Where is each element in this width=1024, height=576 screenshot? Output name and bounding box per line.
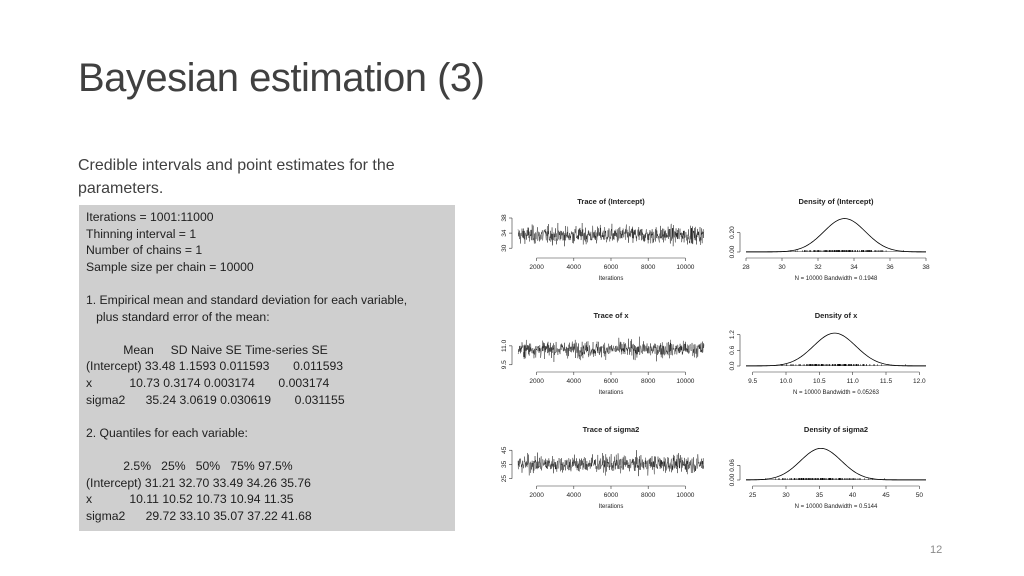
density-curve: [745, 447, 926, 481]
y-tick-label: 0.00: [729, 473, 736, 486]
mcmc-plots: Trace of (Intercept) 2000 4000 6000 8000 1000…: [488, 190, 958, 530]
x-tick-label: 8000: [641, 264, 656, 271]
x-tick-label: 10000: [676, 492, 694, 499]
y-tick-label: 45: [501, 446, 508, 454]
x-axis-label: N = 10000 Bandwidth = 0.5144: [795, 504, 878, 510]
x-tick-label: 8000: [641, 492, 656, 499]
density-curve: [746, 218, 926, 253]
y-tick-label: 0.6: [729, 345, 736, 354]
x-tick-label: 28: [742, 264, 750, 271]
plot-1: Density of (Intercept) 28 30 32 34 36 38 0.00 0.…: [729, 197, 930, 282]
trace-series-line: [517, 222, 705, 247]
y-tick-label: 1.2: [729, 330, 736, 339]
x-axis-label: Iterations: [599, 504, 624, 510]
x-tick-label: 11.5: [880, 378, 893, 385]
y-tick-label: 11.0: [501, 339, 508, 352]
slide-title: Bayesian estimation (3): [78, 56, 485, 100]
output-line: [86, 441, 455, 458]
x-tick-label: 25: [749, 492, 757, 499]
output-line: [86, 275, 455, 292]
output-line: x 10.11 10.52 10.73 10.94 11.35: [86, 492, 294, 507]
output-line: Thinning interval = 1: [86, 226, 197, 241]
plot-title: Trace of sigma2: [583, 425, 640, 434]
y-tick-label: 30: [501, 244, 508, 252]
x-tick-label: 32: [814, 264, 822, 271]
x-tick-label: 40: [849, 492, 857, 499]
output-line: sigma2 35.24 3.0619 0.030619 0.031155: [86, 392, 345, 407]
density-curve: [746, 332, 926, 367]
x-tick-label: 34: [850, 264, 858, 271]
plot-title: Trace of x: [593, 311, 629, 320]
x-axis-label: N = 10000 Bandwidth = 0.1948: [795, 276, 878, 282]
trace-density-plots: Trace of (Intercept) 2000 4000 6000 8000 1000…: [501, 197, 930, 510]
x-tick-label: 10.0: [780, 378, 793, 385]
y-tick-label: 34: [501, 229, 508, 237]
x-tick-label: 9.5: [748, 378, 757, 385]
x-tick-label: 12.0: [913, 378, 926, 385]
plot-title: Trace of (Intercept): [577, 197, 645, 206]
x-axis-label: Iterations: [599, 390, 624, 396]
x-tick-label: 38: [922, 264, 930, 271]
trace-series-line: [517, 450, 705, 477]
x-tick-label: 6000: [604, 492, 619, 499]
output-line: Iterations = 1001:11000: [86, 210, 214, 224]
y-tick-label: 0.0: [729, 361, 736, 370]
output-line: (Intercept) 33.48 1.1593 0.011593 0.0115…: [86, 359, 344, 374]
plot-0: Trace of (Intercept) 2000 4000 6000 8000 1000…: [501, 197, 705, 282]
x-tick-label: 10000: [676, 264, 694, 271]
x-tick-label: 6000: [604, 378, 619, 385]
density-rug: [765, 478, 885, 480]
output-line: [86, 408, 455, 425]
x-tick-label: 11.0: [847, 378, 860, 385]
x-tick-label: 4000: [567, 378, 582, 385]
output-line: [86, 325, 455, 342]
output-line: x 10.73 0.3174 0.003174 0.003174: [86, 375, 330, 390]
x-tick-label: 45: [882, 492, 890, 499]
y-tick-label: 38: [501, 214, 508, 222]
page-number: 12: [930, 544, 943, 556]
x-tick-label: 4000: [567, 492, 582, 499]
x-tick-label: 4000: [567, 264, 582, 271]
x-tick-label: 6000: [604, 264, 619, 271]
trace-series-line: [517, 336, 705, 362]
x-tick-label: 2000: [529, 492, 544, 499]
slide-subtitle: Credible intervals and point estimates f…: [78, 157, 395, 197]
y-tick-label: 0.20: [729, 226, 736, 239]
y-tick-label: 0.06: [729, 459, 736, 472]
x-axis-label: Iterations: [599, 276, 624, 282]
output-line: plus standard error of the mean:: [86, 309, 270, 324]
plot-title: Density of sigma2: [804, 425, 868, 434]
plot-3: Density of x 9.5 10.0 10.5 11.0 11.5 12.0 0.0 0.…: [729, 311, 926, 396]
plot-4: Trace of sigma2 2000 4000 6000 8000 10000 25 35…: [501, 425, 705, 510]
y-tick-label: 9.5: [501, 360, 508, 369]
x-tick-label: 30: [778, 264, 786, 271]
x-tick-label: 2000: [529, 378, 544, 385]
x-tick-label: 8000: [641, 378, 656, 385]
output-line: Number of chains = 1: [86, 243, 203, 258]
plot-2: Trace of x 2000 4000 6000 8000 10000 9.5 11.0 It…: [501, 311, 705, 396]
plot-title: Density of x: [815, 311, 858, 320]
output-line: Sample size per chain = 10000: [86, 259, 254, 274]
output-line: (Intercept) 31.21 32.70 33.49 34.26 35.7…: [86, 475, 311, 490]
y-tick-label: 0.00: [729, 245, 736, 258]
x-tick-label: 50: [916, 492, 924, 499]
output-line: 2.5% 25% 50% 75% 97.5%: [86, 458, 293, 473]
output-line: sigma2 29.72 33.10 35.07 37.22 41.68: [86, 508, 312, 523]
y-tick-label: 25: [501, 475, 508, 483]
x-tick-label: 30: [782, 492, 790, 499]
plot-5: Density of sigma2 25 30 35 40 45 50 0.000.06 N =…: [729, 425, 926, 510]
x-tick-label: 36: [886, 264, 894, 271]
output-line: 2. Quantiles for each variable:: [86, 425, 248, 440]
plot-title: Density of (Intercept): [798, 197, 874, 206]
output-line: 1. Empirical mean and standard deviation…: [86, 292, 408, 307]
x-tick-label: 2000: [529, 264, 544, 271]
mcmc-summary-output: Iterations = 1001:11000 Thinning interval…: [79, 205, 455, 531]
x-tick-label: 10.5: [813, 378, 826, 385]
x-axis-label: N = 10000 Bandwidth = 0.05263: [793, 390, 880, 396]
output-line: Mean SD Naive SE Time-series SE: [86, 342, 328, 357]
y-tick-label: 35: [501, 460, 508, 468]
x-tick-label: 10000: [676, 378, 694, 385]
x-tick-label: 35: [816, 492, 824, 499]
